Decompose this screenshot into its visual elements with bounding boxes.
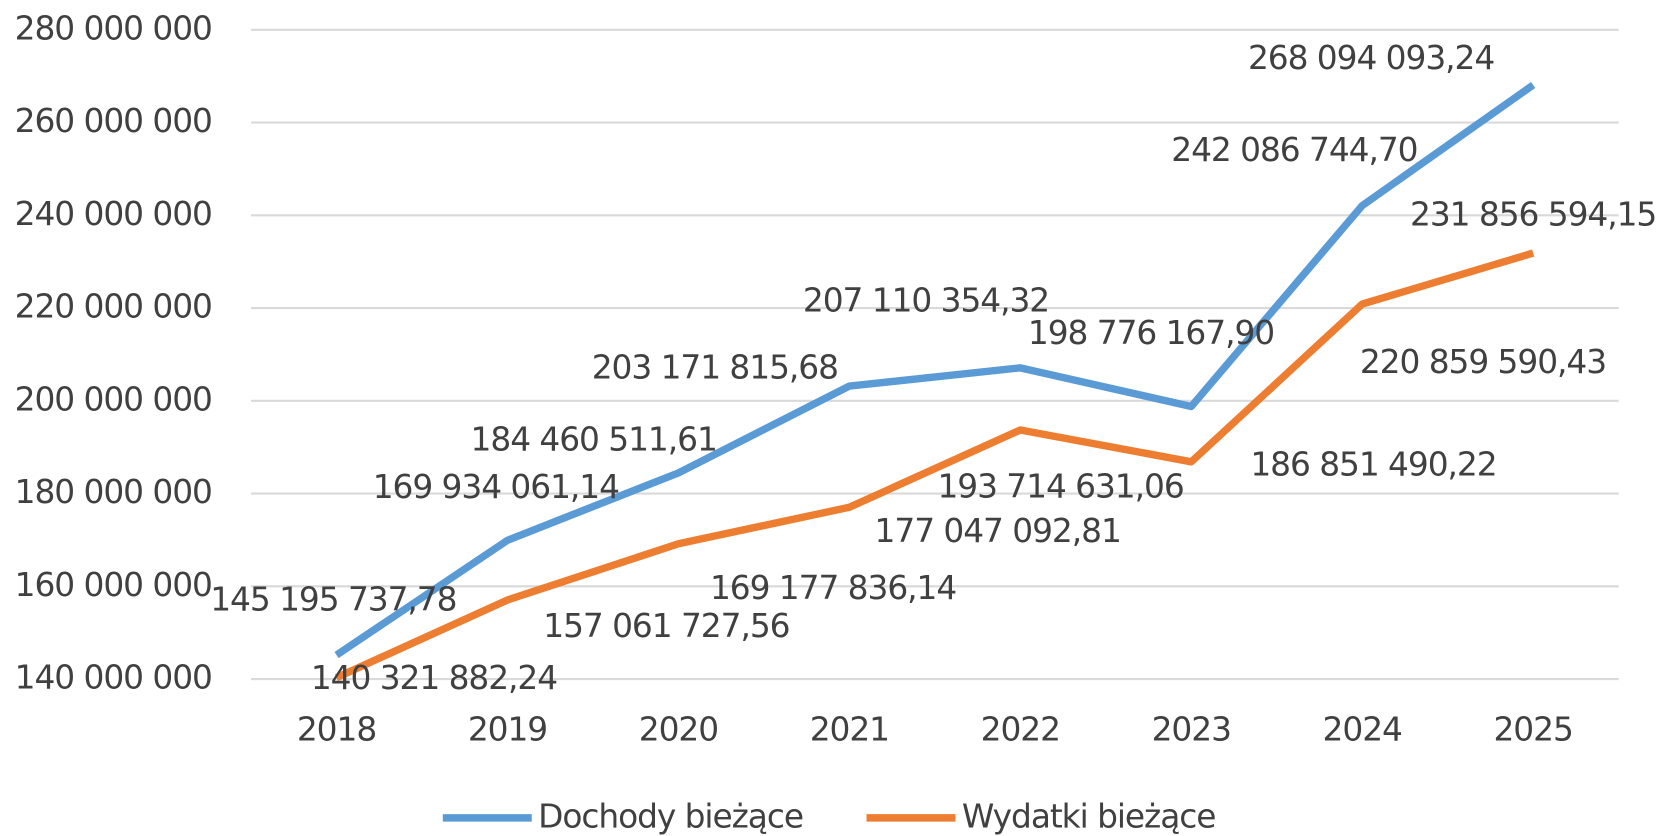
y-tick-label: 260 000 000 bbox=[15, 102, 212, 140]
data-label: 184 460 511,61 bbox=[471, 421, 717, 459]
data-label: 186 851 490,22 bbox=[1250, 446, 1496, 484]
y-tick-label: 140 000 000 bbox=[15, 659, 212, 697]
data-label: 220 859 590,43 bbox=[1360, 343, 1606, 381]
y-tick-label: 280 000 000 bbox=[15, 9, 212, 47]
x-tick-label: 2021 bbox=[810, 711, 889, 749]
y-tick-label: 160 000 000 bbox=[15, 566, 212, 604]
data-label: 268 094 093,24 bbox=[1248, 39, 1494, 77]
data-label: 169 934 061,14 bbox=[373, 468, 619, 506]
data-label: 207 110 354,32 bbox=[803, 282, 1049, 320]
x-tick-label: 2020 bbox=[639, 711, 718, 749]
y-tick-label: 220 000 000 bbox=[15, 288, 212, 326]
x-tick-label: 2025 bbox=[1493, 711, 1572, 749]
y-tick-label: 180 000 000 bbox=[15, 473, 212, 511]
legend-label: Dochody bieżące bbox=[538, 797, 803, 835]
data-label: 203 171 815,68 bbox=[592, 349, 838, 387]
x-tick-label: 2022 bbox=[981, 711, 1060, 749]
data-label: 231 856 594,15 bbox=[1410, 195, 1656, 233]
series-line bbox=[334, 81, 1536, 659]
data-label: 157 061 727,56 bbox=[543, 607, 789, 645]
data-label: 177 047 092,81 bbox=[875, 512, 1121, 550]
x-tick-label: 2024 bbox=[1323, 711, 1402, 749]
x-tick-label: 2018 bbox=[297, 711, 376, 749]
data-label: 140 321 882,24 bbox=[311, 659, 557, 697]
data-label: 145 195 737,78 bbox=[210, 580, 456, 618]
data-label: 193 714 631,06 bbox=[937, 468, 1183, 506]
legend-label: Wydatki bieżące bbox=[962, 797, 1216, 835]
y-tick-label: 200 000 000 bbox=[15, 380, 212, 418]
x-tick-label: 2023 bbox=[1152, 711, 1231, 749]
series-line bbox=[334, 249, 1535, 682]
x-tick-label: 2019 bbox=[468, 711, 547, 749]
y-tick-label: 240 000 000 bbox=[15, 195, 212, 233]
data-label: 198 776 167,90 bbox=[1028, 314, 1274, 352]
data-label: 169 177 836,14 bbox=[710, 569, 956, 607]
data-label: 242 086 744,70 bbox=[1171, 131, 1417, 169]
